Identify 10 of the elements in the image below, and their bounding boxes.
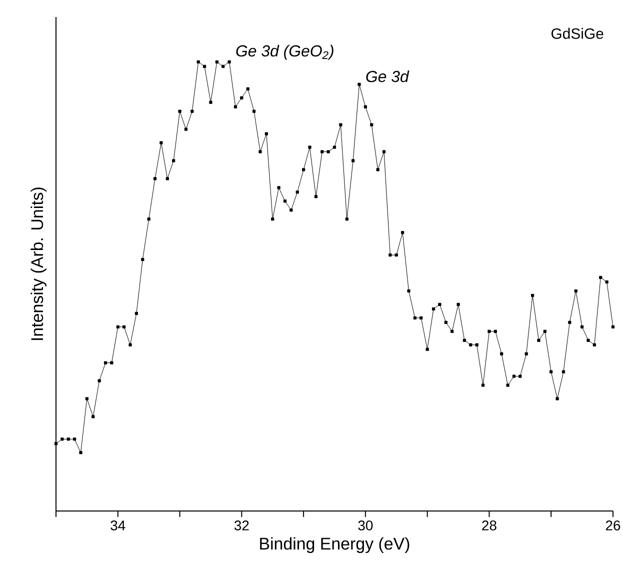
x-tick-label: 32 (234, 520, 249, 530)
x-tick-label: 26 (606, 520, 620, 530)
x-axis-title: Binding Energy (eV) (260, 537, 410, 554)
x-tick-label: 34 (110, 520, 126, 530)
x-tick-label: 28 (482, 520, 496, 530)
chart-title: GdSiGe (551, 28, 604, 39)
annotation: Ge 3d (366, 70, 410, 82)
y-axis-title: Intensity (Arb. Units) (30, 188, 46, 340)
x-tick-label: 30 (358, 520, 373, 530)
annotation: Ge 3d (GeO$_{2}$) (236, 44, 334, 60)
